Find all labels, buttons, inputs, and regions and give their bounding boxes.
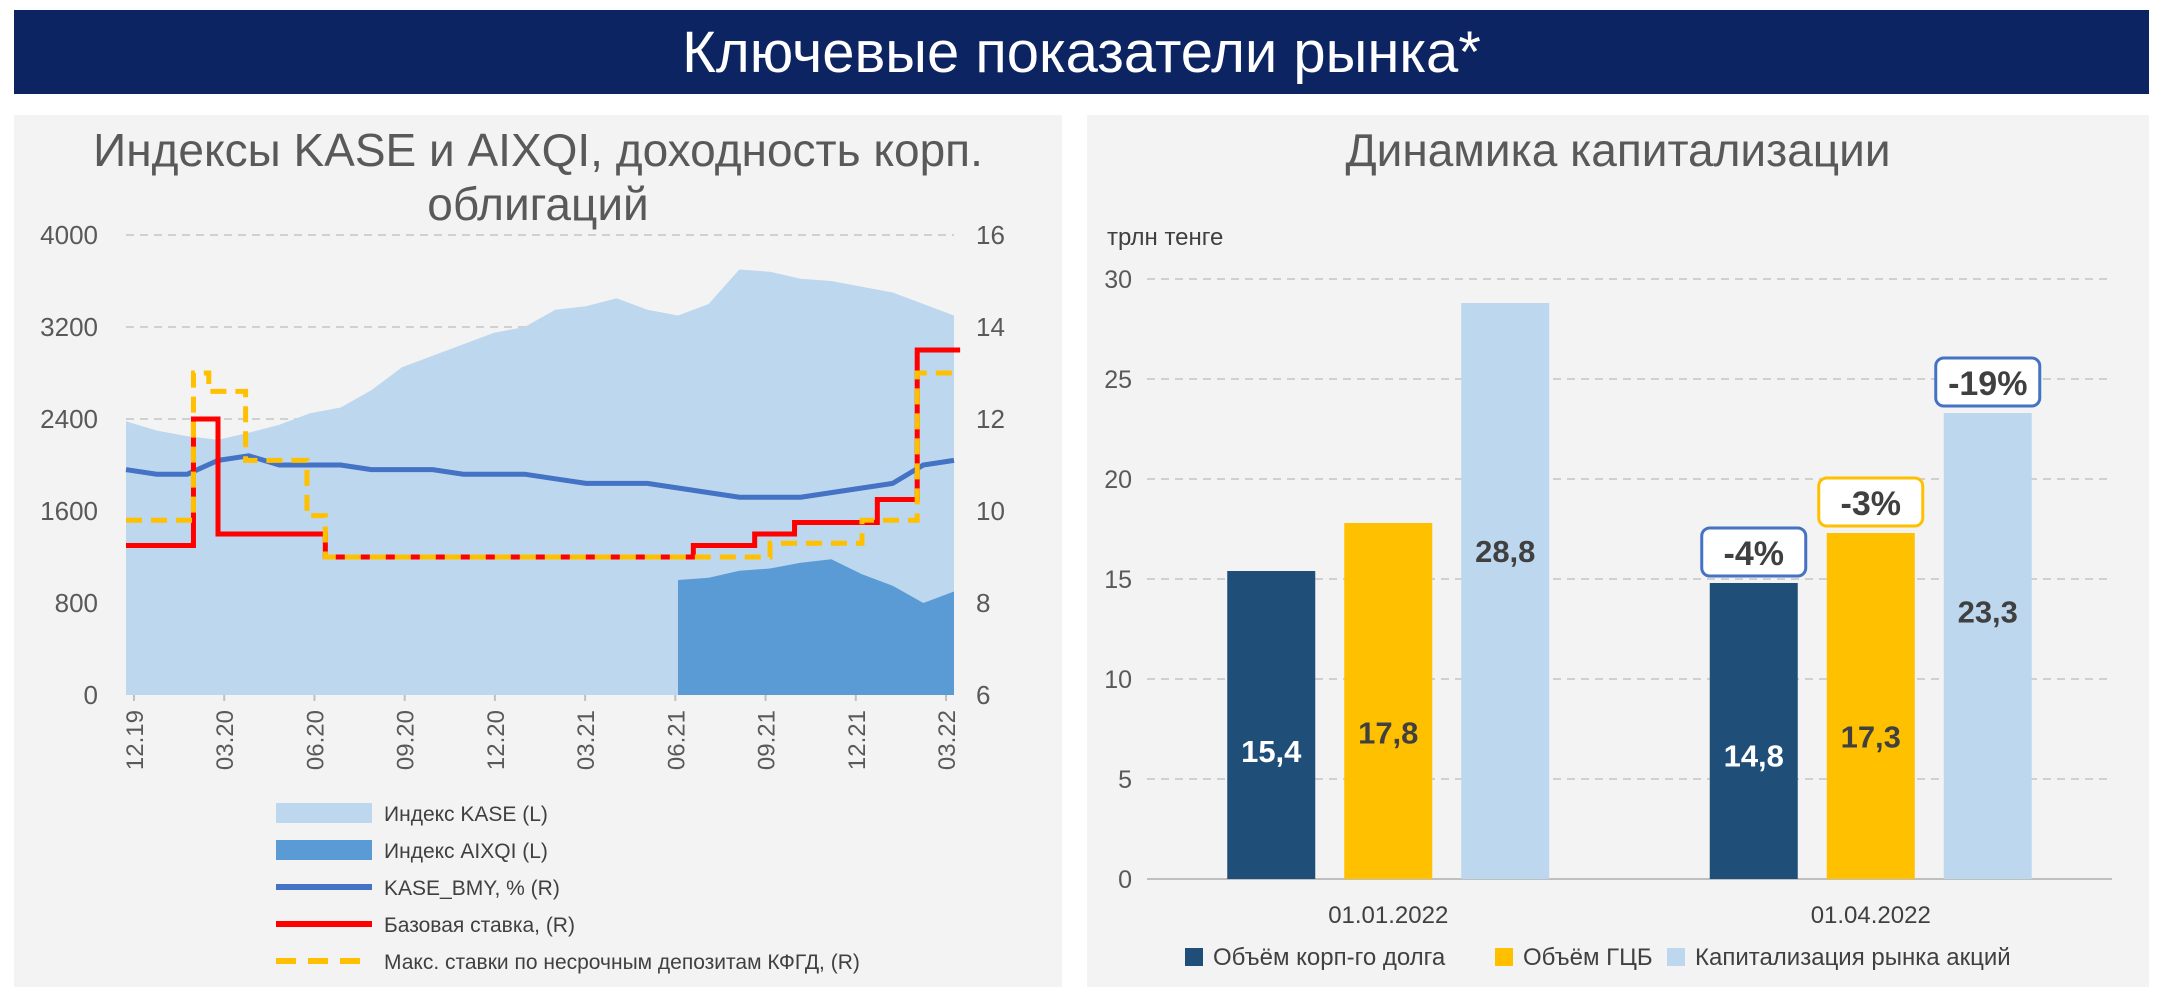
y-left-tick-label: 0 [84, 680, 98, 710]
page-title: Ключевые показатели рынка* [682, 19, 1481, 85]
bar [1227, 571, 1316, 879]
left-chart-panel: Индексы KASE и AIXQI, доходность корп. о… [14, 115, 1062, 987]
y-right-tick-label: 14 [976, 312, 1005, 342]
legend-swatch [1667, 948, 1685, 966]
x-tick-label: 12.20 [483, 710, 510, 770]
bar-value-label: 17,3 [1841, 720, 1901, 755]
y-tick-label: 10 [1104, 666, 1132, 694]
right-chart-title: Динамика капитализации [1345, 124, 1891, 176]
x-tick-label: 12.21 [844, 710, 871, 770]
bar-value-label: 23,3 [1958, 595, 2018, 630]
bar [1826, 533, 1915, 879]
right-chart-panel: Динамика капитализации трлн тенге 0 5 10 15 2… [1087, 115, 2149, 987]
bar-value-label: 28,8 [1475, 534, 1535, 569]
bar [1461, 303, 1550, 879]
x-tick-label: 03.22 [934, 710, 961, 770]
x-category-label: 01.04.2022 [1811, 902, 1931, 929]
legend-swatch [1185, 948, 1203, 966]
change-callout-box [1817, 476, 1925, 528]
y-right-tick-label: 8 [976, 588, 990, 618]
y-right-tick-label: 12 [976, 404, 1005, 434]
y-left-tick-label: 800 [55, 588, 98, 618]
capitalization-chart: трлн тенге 0 5 10 15 20 25 30 15,4 17,8 28,8 01.01.… [1104, 224, 2112, 971]
legend-label: Индекс KASE (L) [384, 803, 548, 826]
x-tick-label: 12.19 [122, 710, 149, 770]
legend-label: Базовая ставка, (R) [384, 914, 575, 937]
bar-value-label: 14,8 [1724, 739, 1784, 774]
legend-label: KASE_BMY, % (R) [384, 877, 560, 900]
page-header: Ключевые показатели рынка* [14, 10, 2149, 94]
left-chart-title: Индексы KASE и AIXQI, доходность корп. о… [93, 124, 983, 230]
x-tick-label: 09.21 [754, 710, 781, 770]
change-callout-label: -19% [1948, 365, 2027, 403]
y-left-tick-label: 1600 [40, 496, 98, 526]
change-callout-label: -3% [1841, 485, 1901, 523]
y-right-tick-label: 10 [976, 496, 1005, 526]
legend-swatch [1495, 948, 1513, 966]
aixqi-index-area [678, 559, 954, 695]
legend-swatch [276, 840, 372, 860]
y-right-tick-label: 6 [976, 680, 990, 710]
x-tick-label: 03.21 [573, 710, 600, 770]
y-left-tick-label: 2400 [40, 404, 98, 434]
y-tick-label: 20 [1104, 466, 1132, 494]
y-tick-label: 0 [1118, 866, 1132, 894]
legend-swatch [276, 803, 372, 823]
x-tick-label: 09.20 [393, 710, 420, 770]
legend-label: Объём ГЦБ [1523, 944, 1653, 971]
y-right-tick-label: 16 [976, 220, 1005, 250]
legend-label: Индекс AIXQI (L) [384, 840, 548, 863]
bar-value-label: 17,8 [1358, 716, 1418, 751]
kase-bmy-line [125, 453, 955, 500]
bar [1344, 523, 1433, 879]
y-tick-label: 30 [1104, 266, 1132, 294]
y-tick-label: 5 [1118, 766, 1132, 794]
legend-label: Объём корп-го долга [1213, 944, 1446, 971]
x-category-label: 01.01.2022 [1328, 902, 1448, 929]
x-tick-label: 03.20 [212, 710, 239, 770]
change-callout-label: -4% [1724, 535, 1784, 573]
legend-label: Капитализация рынка акций [1695, 944, 2011, 971]
y-tick-label: 15 [1104, 566, 1132, 594]
base-rate-line [126, 347, 961, 560]
y-left-tick-label: 3200 [40, 312, 98, 342]
change-callout-box [1700, 526, 1808, 578]
deposit-rate-line [126, 370, 961, 560]
unit-label: трлн тенге [1107, 224, 1223, 251]
bar-value-label: 15,4 [1241, 734, 1302, 769]
bar [1943, 413, 2032, 879]
change-callout-box [1934, 356, 2042, 408]
x-tick-label: 06.21 [663, 710, 690, 770]
y-tick-label: 25 [1104, 366, 1132, 394]
legend-label: Макс. ставки по несрочным депозитам КФГД… [384, 951, 860, 974]
bar [1709, 583, 1798, 879]
y-left-tick-label: 4000 [40, 220, 98, 250]
index-chart: 0 800 1600 2400 3200 4000 6 8 10 12 14 16 12.19 03.20… [40, 220, 1005, 974]
x-tick-label: 06.20 [302, 710, 329, 770]
